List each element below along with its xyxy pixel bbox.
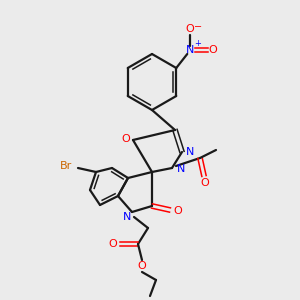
- Text: +: +: [194, 40, 201, 49]
- Text: O: O: [138, 261, 146, 271]
- Text: O: O: [109, 239, 117, 249]
- Text: O: O: [174, 206, 182, 216]
- Text: N: N: [177, 164, 185, 174]
- Text: O: O: [122, 134, 130, 144]
- Text: O: O: [186, 24, 195, 34]
- Text: O: O: [201, 178, 209, 188]
- Text: N: N: [186, 45, 194, 55]
- Text: N: N: [123, 212, 131, 222]
- Text: O: O: [209, 45, 218, 55]
- Text: Br: Br: [60, 161, 72, 171]
- Text: N: N: [186, 147, 194, 157]
- Text: −: −: [194, 22, 202, 32]
